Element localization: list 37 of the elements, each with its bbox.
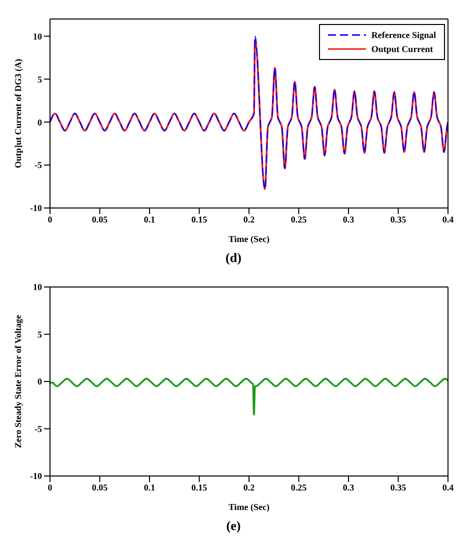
x-tick-label: 0 (48, 214, 53, 224)
text: (d) (224, 250, 242, 266)
x-tick-label: 0.2 (243, 482, 256, 492)
y-tick-label: 10 (33, 282, 42, 292)
x-tick-label: 0 (48, 482, 53, 492)
x-tick-label: 0.05 (92, 214, 108, 224)
x-tick-label: 0.3 (342, 482, 355, 492)
text: (e) (225, 518, 242, 534)
x-tick-label: 0.25 (290, 482, 308, 492)
y-tick-label: -10 (30, 203, 42, 214)
y-tick-label: 0 (38, 117, 42, 128)
x-tick-label: 0.2 (243, 214, 256, 224)
y-tick-label: 0 (38, 376, 42, 387)
x-tick-label: 0.4 (442, 214, 454, 224)
x-axis-title: Time (Sec) (228, 234, 270, 244)
x-tick-label: 0.3 (342, 214, 355, 224)
y-axis-title: Zero Steady State Error of Voltage (13, 314, 24, 448)
y-tick-label: 10 (33, 31, 42, 42)
y-axis-title: Outp]ut Current of DG3 (A) (13, 58, 24, 168)
x-tick-label: 0.15 (191, 214, 208, 224)
x-tick-label: 0.1 (144, 482, 156, 492)
x-tick-label: 0.4 (442, 482, 454, 492)
x-tick-label: 0.25 (290, 214, 308, 224)
y-tick-label: -5 (34, 160, 42, 170)
x-axis-title: Time (Sec) (228, 502, 270, 512)
x-tick-label: 0.05 (92, 482, 108, 492)
line-series (50, 378, 448, 416)
legend-label: Output Current (371, 44, 434, 54)
y-tick-label: -5 (34, 424, 42, 434)
y-tick-label: -10 (30, 471, 42, 482)
x-tick-label: 0.35 (390, 482, 407, 492)
y-tick-label: 5 (38, 329, 42, 340)
legend-label: Reference Signal (371, 30, 436, 40)
y-tick-label: 5 (38, 74, 42, 84)
x-tick-label: 0.1 (144, 214, 156, 224)
x-tick-label: 0.15 (191, 482, 208, 492)
x-tick-label: 0.35 (390, 214, 407, 224)
